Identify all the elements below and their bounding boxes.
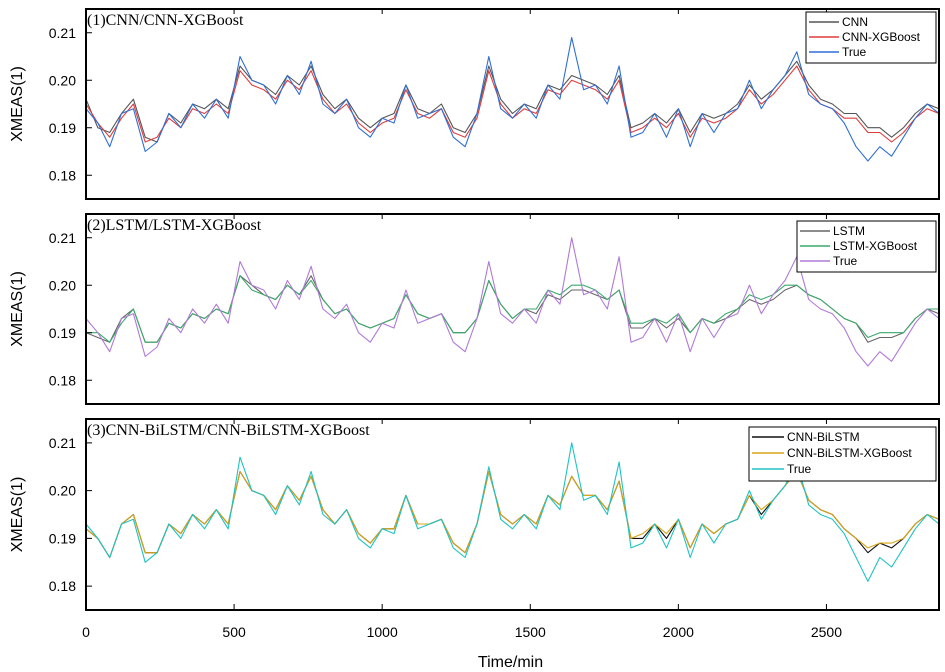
series-line-cnn xyxy=(86,60,939,143)
panel-frame xyxy=(85,213,940,405)
legend-label: CNN-XGBoost xyxy=(842,30,921,44)
y-axis-label: XMEAS(1) xyxy=(9,66,26,142)
x-tick-label: 2000 xyxy=(663,624,694,640)
x-tick-label: 0 xyxy=(82,624,90,640)
y-axis-label: XMEAS(1) xyxy=(9,477,26,553)
y-tick-label: 0.19 xyxy=(49,530,76,546)
panel-frame xyxy=(85,8,940,200)
y-tick-label: 0.19 xyxy=(49,120,76,136)
y-tick-label: 0.20 xyxy=(49,277,76,293)
y-tick-label: 0.21 xyxy=(49,435,76,451)
y-tick-label: 0.19 xyxy=(49,325,76,341)
x-tick-label: 1500 xyxy=(515,624,546,640)
panel-1: 0.18 0.19 0.20 0.21 XMEAS(1) (1)CNN/CNN-XGBoo… xyxy=(9,8,940,200)
legend-label: CNN-BiLSTM-XGBoost xyxy=(787,446,912,460)
legend-label: LSTM xyxy=(833,224,865,238)
x-tick-label: 1000 xyxy=(367,624,398,640)
y-tick-label: 0.21 xyxy=(49,25,76,41)
legend-label: True xyxy=(833,254,858,268)
y-tick-label: 0.21 xyxy=(49,230,76,246)
panel-title: (1)CNN/CNN-XGBoost xyxy=(87,12,244,29)
legend-label: True xyxy=(787,462,812,476)
x-tick-label: 500 xyxy=(222,624,246,640)
x-axis-label: Time/min xyxy=(478,654,543,671)
y-tick-label: 0.18 xyxy=(49,372,76,388)
panel-3: 0.18 0.19 0.20 0.21 XMEAS(1) (3)CNN-BiLSTM/CN… xyxy=(9,418,940,671)
y-tick-label: 0.18 xyxy=(49,578,76,594)
panel-title: (2)LSTM/LSTM-XGBoost xyxy=(87,217,262,234)
series-line-lstm-xgboost xyxy=(86,275,939,343)
panel-frame xyxy=(85,418,940,611)
panel-2: 0.18 0.19 0.20 0.21 XMEAS(1) (2)LSTM/LSTM-XGB… xyxy=(9,213,940,405)
series-group xyxy=(86,36,939,162)
panel-title: (3)CNN-BiLSTM/CNN-BiLSTM-XGBoost xyxy=(87,422,370,439)
x-tick-label: 2500 xyxy=(811,624,842,640)
legend-box xyxy=(748,426,937,482)
y-axis-label: XMEAS(1) xyxy=(9,271,26,347)
y-tick-label: 0.20 xyxy=(49,72,76,88)
legend-label: CNN-BiLSTM xyxy=(787,430,860,444)
y-tick-label: 0.18 xyxy=(49,167,76,183)
y-tick-label: 0.20 xyxy=(49,483,76,499)
legend-label: LSTM-XGBoost xyxy=(833,239,918,253)
legend-label: CNN xyxy=(842,15,868,29)
series-line-true xyxy=(86,36,939,162)
legend: CNN-BiLSTM CNN-BiLSTM-XGBoost True xyxy=(748,426,937,482)
legend-label: True xyxy=(842,45,867,59)
